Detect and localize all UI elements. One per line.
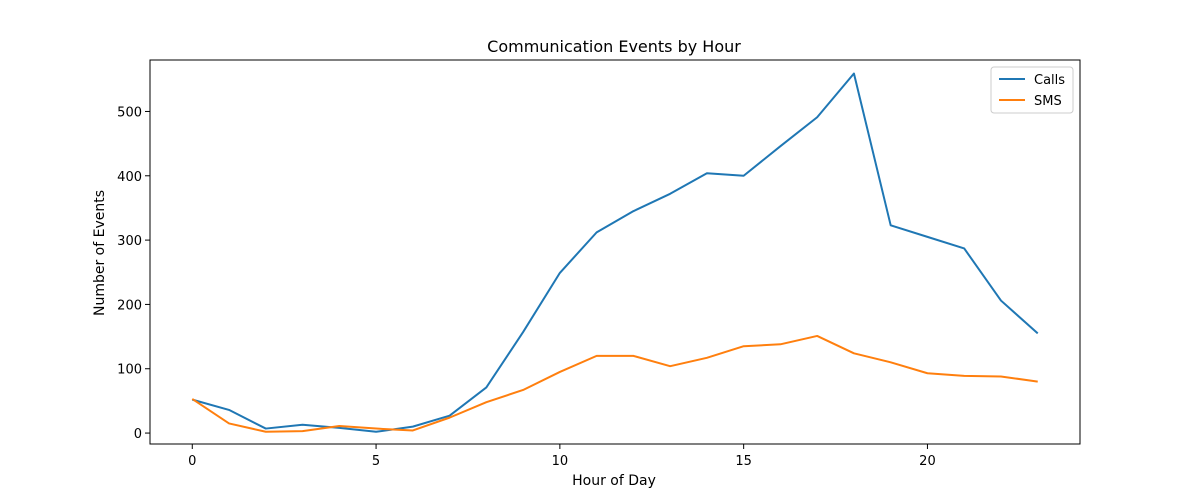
legend-label-sms: SMS [1034, 94, 1062, 109]
x-tick-label: 15 [735, 454, 752, 469]
y-axis-label: Number of Events [92, 190, 108, 316]
y-tick-label: 400 [117, 170, 142, 185]
plot-frame [149, 59, 1081, 445]
legend-label-calls: Calls [1034, 73, 1065, 88]
y-tick-label: 100 [117, 363, 142, 378]
y-tick-label: 300 [117, 234, 142, 249]
series-line-calls [192, 72, 1039, 433]
y-tick-label: 500 [117, 105, 142, 120]
x-tick-label: 0 [188, 454, 196, 469]
series-line-sms [191, 334, 1038, 433]
x-tick-label: 5 [372, 454, 380, 469]
y-tick-label: 0 [134, 427, 142, 442]
x-axis-label: Hour of Day [572, 473, 656, 489]
x-tick-label: 10 [552, 454, 569, 469]
x-tick-label: 20 [919, 454, 936, 469]
chart-title: Communication Events by Hour [487, 37, 741, 56]
legend: Calls SMS [990, 66, 1074, 114]
y-tick-label: 200 [117, 298, 142, 313]
plot-area [149, 59, 1081, 445]
